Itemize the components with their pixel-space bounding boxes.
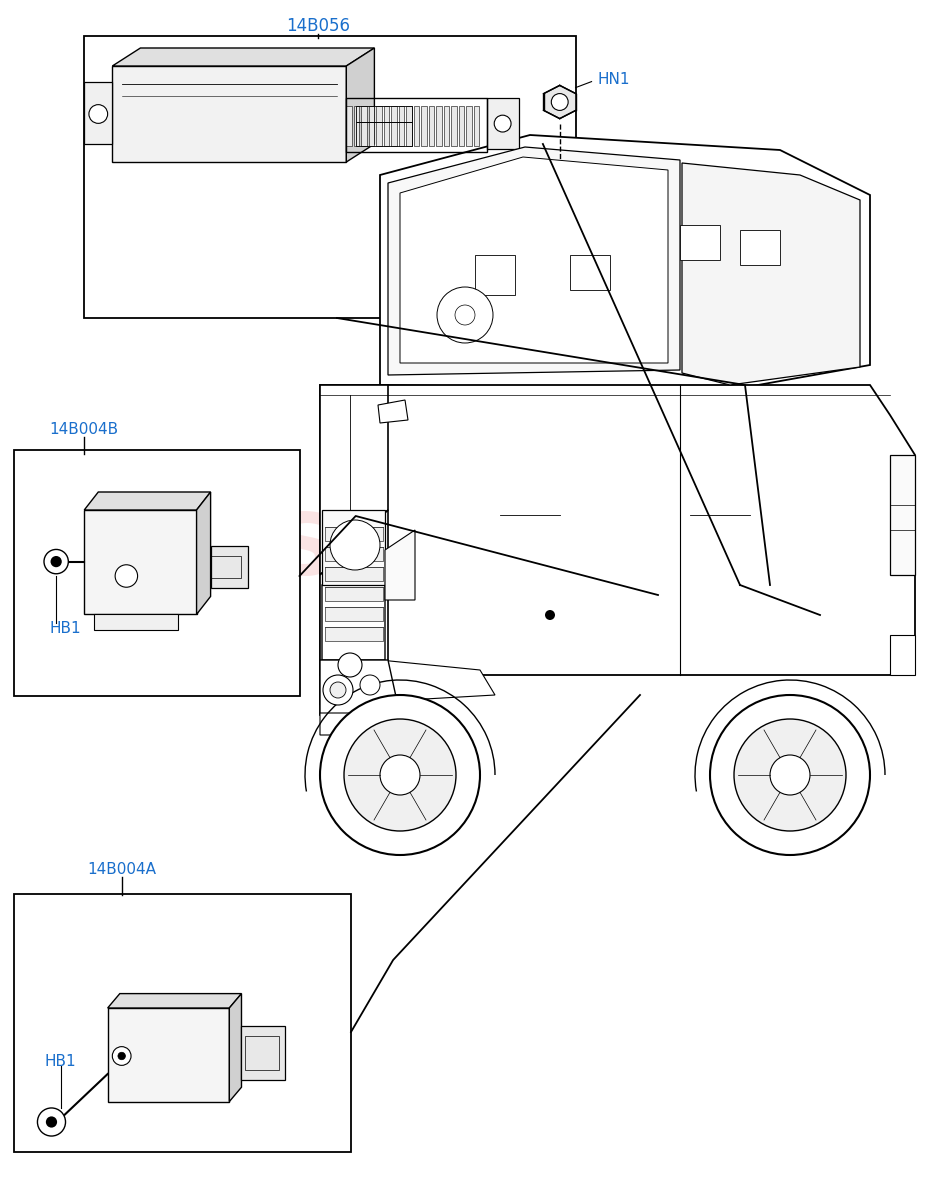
- Circle shape: [37, 1108, 66, 1136]
- Circle shape: [710, 695, 870, 854]
- Circle shape: [320, 695, 480, 854]
- Polygon shape: [459, 106, 464, 146]
- Polygon shape: [369, 106, 374, 146]
- Circle shape: [437, 287, 493, 343]
- Polygon shape: [414, 106, 419, 146]
- Text: Scuderia: Scuderia: [274, 510, 699, 594]
- Polygon shape: [84, 82, 112, 144]
- Polygon shape: [740, 230, 780, 265]
- Polygon shape: [406, 106, 412, 146]
- Circle shape: [455, 305, 475, 325]
- Polygon shape: [680, 226, 720, 260]
- Circle shape: [344, 719, 456, 830]
- Text: 14B004A: 14B004A: [87, 863, 156, 877]
- Polygon shape: [346, 48, 374, 162]
- Polygon shape: [320, 660, 495, 704]
- Bar: [84, 36, 576, 318]
- Polygon shape: [325, 527, 383, 541]
- Text: 14B004B: 14B004B: [50, 422, 119, 437]
- Polygon shape: [376, 106, 382, 146]
- Polygon shape: [346, 106, 352, 146]
- Circle shape: [494, 115, 511, 132]
- Polygon shape: [325, 547, 383, 560]
- Polygon shape: [475, 254, 515, 295]
- Circle shape: [115, 565, 138, 587]
- Polygon shape: [391, 106, 397, 146]
- Polygon shape: [320, 660, 400, 715]
- Polygon shape: [112, 48, 374, 66]
- Text: 14B056: 14B056: [286, 17, 350, 35]
- Polygon shape: [474, 106, 479, 146]
- Circle shape: [770, 755, 810, 794]
- Polygon shape: [380, 134, 870, 390]
- Text: HB1: HB1: [45, 1055, 77, 1069]
- Polygon shape: [400, 157, 668, 362]
- Text: HB1: HB1: [50, 622, 81, 636]
- Circle shape: [380, 755, 420, 794]
- Ellipse shape: [330, 520, 380, 570]
- Polygon shape: [570, 254, 610, 290]
- Polygon shape: [487, 98, 519, 149]
- Polygon shape: [354, 106, 359, 146]
- Polygon shape: [361, 106, 367, 146]
- Polygon shape: [399, 106, 404, 146]
- Polygon shape: [325, 626, 383, 641]
- Polygon shape: [197, 492, 211, 614]
- Text: HN1: HN1: [597, 72, 630, 86]
- Polygon shape: [322, 520, 385, 660]
- Polygon shape: [544, 85, 576, 119]
- Polygon shape: [444, 106, 449, 146]
- Bar: [14, 450, 300, 696]
- Polygon shape: [241, 1026, 285, 1080]
- Polygon shape: [466, 106, 472, 146]
- Circle shape: [46, 1116, 57, 1128]
- Polygon shape: [84, 510, 197, 614]
- Polygon shape: [320, 713, 415, 734]
- Circle shape: [89, 104, 108, 124]
- Polygon shape: [320, 385, 915, 674]
- Polygon shape: [108, 994, 241, 1008]
- Circle shape: [118, 1052, 125, 1060]
- Circle shape: [551, 94, 568, 110]
- Circle shape: [112, 1046, 131, 1066]
- Polygon shape: [890, 455, 915, 575]
- Polygon shape: [421, 106, 427, 146]
- Circle shape: [360, 674, 380, 695]
- Polygon shape: [229, 994, 241, 1102]
- Polygon shape: [451, 106, 457, 146]
- Polygon shape: [211, 546, 248, 588]
- Polygon shape: [320, 385, 388, 575]
- Circle shape: [51, 556, 62, 568]
- Polygon shape: [436, 106, 442, 146]
- Polygon shape: [682, 163, 860, 385]
- Polygon shape: [84, 492, 211, 510]
- Polygon shape: [112, 66, 346, 162]
- Circle shape: [323, 674, 353, 704]
- Circle shape: [330, 682, 346, 698]
- Polygon shape: [890, 635, 915, 674]
- Polygon shape: [320, 510, 388, 715]
- Text: car  parts: car parts: [382, 617, 592, 655]
- Polygon shape: [325, 607, 383, 622]
- Polygon shape: [378, 400, 408, 422]
- Polygon shape: [429, 106, 434, 146]
- Polygon shape: [384, 106, 389, 146]
- Circle shape: [338, 653, 362, 677]
- Polygon shape: [108, 1008, 229, 1102]
- Polygon shape: [388, 146, 680, 374]
- Polygon shape: [385, 530, 415, 600]
- Circle shape: [44, 550, 68, 574]
- Bar: [14, 894, 351, 1152]
- Circle shape: [545, 610, 555, 620]
- Polygon shape: [325, 566, 383, 581]
- Polygon shape: [322, 510, 385, 584]
- Circle shape: [734, 719, 846, 830]
- Polygon shape: [325, 587, 383, 601]
- Polygon shape: [94, 614, 178, 630]
